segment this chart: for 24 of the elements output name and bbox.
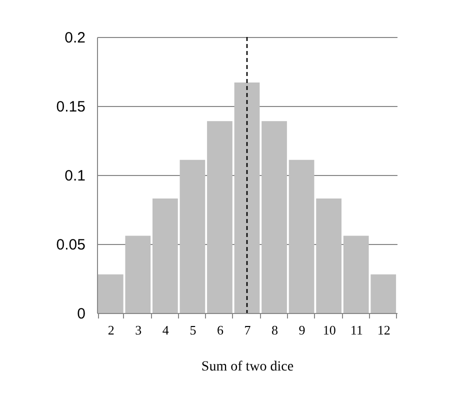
x-tick-label: 10 [322,322,336,338]
x-tick-label: 11 [350,322,363,338]
y-tick-label: 0.1 [64,168,86,184]
x-tick-label: 4 [162,322,170,338]
bar [316,198,342,313]
x-tick-label: 2 [108,322,114,338]
bar [262,121,287,313]
bar [234,82,260,313]
x-tick-label: 12 [377,322,390,338]
x-tick-label: 9 [298,322,306,338]
y-tick-label: 0 [77,306,86,322]
x-tick-label: 5 [190,322,196,338]
x-tick-label: 6 [216,322,224,338]
x-tick-label: 3 [135,322,142,338]
y-tick-label: 0.15 [56,98,86,116]
x-tick-label: 7 [244,322,252,338]
y-tick-label: 0.05 [56,236,86,254]
x-tick-label: 8 [272,322,278,338]
x-axis-title: Sum of two dice [201,360,294,374]
bar [288,160,314,313]
y-tick-label: 0.2 [64,30,86,46]
bar [207,121,232,313]
bar [180,160,206,313]
bar [152,198,178,313]
